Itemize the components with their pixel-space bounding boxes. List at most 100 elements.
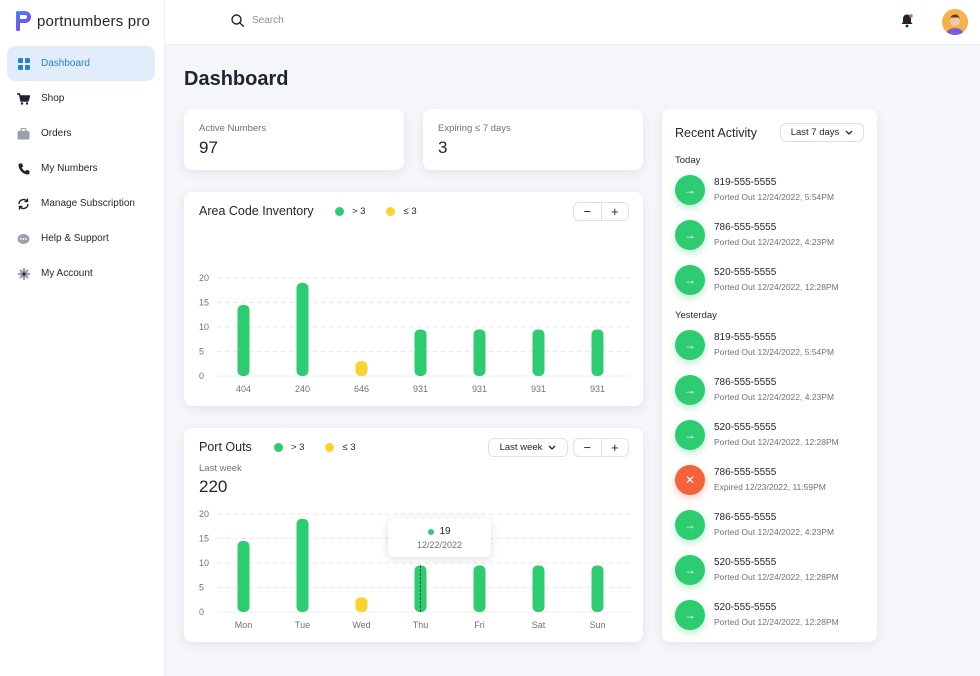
legend-label: > 3 [352, 206, 366, 217]
x-tick-label: Sun [589, 620, 605, 630]
bar [532, 329, 545, 376]
sidebar-item-shop[interactable]: Shop [7, 81, 155, 116]
activity-detail: Ported Out 12/24/2022, 5:54PM [714, 192, 835, 202]
stat-label: Expiring ≤ 7 days [438, 123, 511, 134]
activity-number: 520-555-5555 [714, 267, 777, 278]
sidebar-item-label: Manage Subscription [41, 198, 135, 209]
activity-item[interactable]: → 520-555-5555 Ported Out 12/24/2022, 12:2… [675, 420, 865, 456]
bar [532, 565, 545, 612]
chart-tooltip: 19 12/22/2022 [388, 518, 491, 557]
briefcase-icon [17, 127, 30, 140]
activity-number: 786-555-5555 [714, 512, 777, 523]
activity-detail: Ported Out 12/24/2022, 4:23PM [714, 392, 835, 402]
x-tick-label: Mon [235, 620, 253, 630]
activity-number: 819-555-5555 [714, 332, 777, 343]
gear-icon [17, 267, 30, 280]
tooltip-date: 12/22/2022 [416, 540, 463, 550]
sidebar: portnumbers pro Dashboard Shop Orders My… [0, 0, 165, 676]
port-outs-total: 220 [199, 477, 228, 496]
activity-item[interactable]: → 786-555-5555 Ported Out 12/24/2022, 4:23… [675, 510, 865, 546]
area-code-inventory-card: Area Code Inventory > 3 ≤ 3 − + 0 5 10 15 20… [184, 192, 643, 406]
zoom-in-button[interactable]: + [610, 440, 619, 455]
activity-detail: Ported Out 12/24/2022, 5:54PM [714, 347, 835, 357]
legend-item: > 3 [335, 206, 365, 217]
legend-dot-yellow [386, 207, 396, 216]
activity-number: 520-555-5555 [714, 557, 777, 568]
activity-item[interactable]: → 520-555-5555 Ported Out 12/24/2022, 12:2… [675, 265, 865, 301]
bar [591, 565, 604, 612]
activity-item[interactable]: ✕ 786-555-5555 Expired 12/23/2022, 11:59PM [675, 465, 865, 501]
activity-number: 786-555-5555 [714, 467, 777, 478]
bar [296, 282, 309, 376]
sidebar-item-my-account[interactable]: My Account [7, 256, 155, 291]
sidebar-item-help-support[interactable]: Help & Support [7, 221, 155, 256]
bell-icon[interactable] [900, 13, 914, 29]
arrow-right-icon: → [675, 555, 705, 585]
arrow-right-icon: → [675, 265, 705, 295]
activity-detail: Ported Out 12/24/2022, 4:23PM [714, 237, 835, 247]
day-heading-today: Today [675, 155, 701, 166]
legend-label: > 3 [291, 442, 305, 453]
sidebar-item-dashboard[interactable]: Dashboard [7, 46, 155, 81]
refresh-icon [17, 197, 30, 210]
activity-detail: Ported Out 12/24/2022, 12:28PM [714, 437, 839, 447]
active-numbers-card[interactable]: Active Numbers 97 [184, 109, 404, 170]
activity-item[interactable]: → 786-555-5555 Ported Out 12/24/2022, 4:23… [675, 375, 865, 411]
user-avatar-icon [942, 9, 968, 35]
y-tick-label: 0 [199, 607, 204, 617]
expiring-numbers-card[interactable]: Expiring ≤ 7 days 3 [423, 109, 643, 170]
activity-detail: Expired 12/23/2022, 11:59PM [714, 482, 826, 492]
search-input[interactable]: Search [252, 15, 284, 26]
activity-range-dropdown[interactable]: Last 7 days [780, 123, 864, 142]
zoom-controls: − + [573, 438, 629, 457]
chart-legend: > 3 ≤ 3 [274, 442, 369, 453]
x-tick-label: Fri [474, 620, 485, 630]
search-box[interactable]: Search [231, 14, 284, 27]
activity-item[interactable]: → 520-555-5555 Ported Out 12/24/2022, 12:2… [675, 555, 865, 591]
bar [591, 329, 604, 376]
arrow-right-icon: → [675, 375, 705, 405]
range-dropdown[interactable]: Last week [488, 438, 568, 457]
bar [473, 565, 486, 612]
avatar[interactable] [942, 9, 968, 35]
legend-item: > 3 [274, 442, 304, 453]
legend-item: ≤ 3 [386, 206, 417, 217]
stat-label: Active Numbers [199, 123, 267, 134]
x-tick-label: 931 [531, 384, 546, 394]
y-tick-label: 10 [199, 322, 209, 332]
search-icon [231, 14, 244, 27]
sidebar-item-manage-subscription[interactable]: Manage Subscription [7, 186, 155, 221]
y-tick-label: 5 [199, 583, 204, 593]
legend-dot-green [335, 207, 344, 216]
x-tick-label: Thu [413, 620, 429, 630]
brand[interactable]: portnumbers pro [15, 10, 150, 32]
x-tick-label: 646 [354, 384, 369, 394]
x-tick-label: 931 [472, 384, 487, 394]
day-heading-yesterday: Yesterday [675, 310, 717, 321]
arrow-right-icon: → [675, 420, 705, 450]
legend-label: ≤ 3 [342, 442, 356, 453]
activity-item[interactable]: → 786-555-5555 Ported Out 12/24/2022, 4:23… [675, 220, 865, 256]
arrow-right-icon: → [675, 600, 705, 630]
activity-item[interactable]: → 819-555-5555 Ported Out 12/24/2022, 5:54… [675, 175, 865, 211]
y-tick-label: 20 [199, 273, 209, 283]
chevron-down-icon [845, 130, 853, 135]
activity-item[interactable]: → 520-555-5555 Ported Out 12/24/2022, 12:2… [675, 600, 865, 636]
tooltip-dot [428, 528, 435, 535]
x-tick-label: 404 [236, 384, 251, 394]
sidebar-item-orders[interactable]: Orders [7, 116, 155, 151]
port-outs-bar-chart: 0 5 10 15 20 Mon Tue Wed Thu Fri Sat Sun [199, 509, 630, 630]
x-tick-label: 240 [295, 384, 310, 394]
bar [355, 361, 368, 376]
phone-icon [17, 162, 30, 175]
arrow-right-icon: → [675, 220, 705, 250]
zoom-in-button[interactable]: + [610, 204, 619, 219]
dropdown-value: Last week [499, 442, 543, 453]
x-tick-label: Wed [352, 620, 370, 630]
sidebar-item-my-numbers[interactable]: My Numbers [7, 151, 155, 186]
top-bar: Search [165, 0, 980, 45]
sidebar-item-label: Dashboard [41, 58, 90, 69]
activity-item[interactable]: → 819-555-5555 Ported Out 12/24/2022, 5:54… [675, 330, 865, 366]
zoom-out-button[interactable]: − [574, 439, 602, 456]
zoom-out-button[interactable]: − [574, 203, 602, 220]
